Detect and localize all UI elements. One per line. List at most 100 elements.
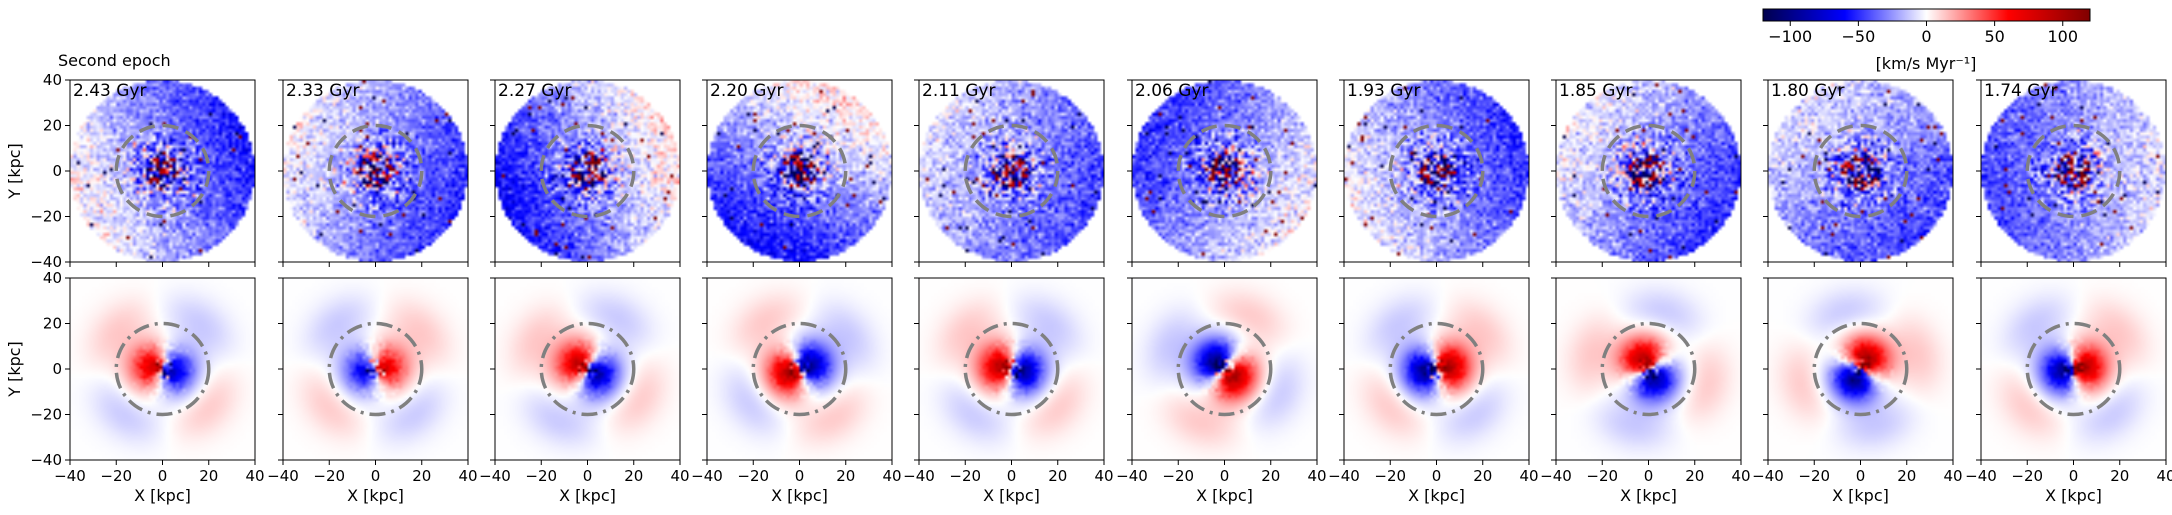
- radius-circle: [1388, 123, 1485, 219]
- panel-top: 2.33 Gyr: [278, 79, 469, 267]
- colorbar-tick-label: 0: [1921, 27, 1931, 46]
- x-tick-label: −20: [1798, 467, 1830, 485]
- radius-circle: [751, 321, 848, 417]
- radius-circle: [963, 321, 1060, 417]
- radius-circle: [327, 123, 424, 219]
- y-tick-label: 40: [43, 269, 62, 287]
- heatmap: [1132, 278, 1317, 460]
- x-tick-label: 0: [1644, 467, 1654, 485]
- x-tick-label: 40: [670, 467, 689, 485]
- x-tick-label: 0: [158, 467, 168, 485]
- colorbar-label: [km/s Myr⁻¹]: [1876, 54, 1977, 73]
- panel-top: 1.93 Gyr: [1339, 79, 1530, 267]
- x-tick-label: −20: [313, 467, 345, 485]
- panel-top: 1.85 Gyr: [1551, 79, 1742, 267]
- time-label: 1.93 Gyr: [1347, 81, 1420, 101]
- x-tick-label: 0: [371, 467, 381, 485]
- x-axis-label: X [kpc]: [1832, 486, 1889, 505]
- x-tick-label: 0: [2069, 467, 2079, 485]
- heatmap: [1344, 80, 1529, 262]
- x-tick-label: −40: [1328, 467, 1360, 485]
- y-tick-label: −40: [30, 451, 62, 469]
- x-tick-label: −40: [1752, 467, 1784, 485]
- heatmap: [70, 80, 255, 262]
- radius-circle: [539, 321, 636, 417]
- x-tick-label: 40: [1519, 467, 1538, 485]
- radius-circle: [963, 123, 1060, 219]
- x-axis-label: X [kpc]: [983, 486, 1040, 505]
- panel-bottom: −40 −20 0 20 40 X [kpc]: [267, 277, 478, 505]
- radius-circle: [2025, 123, 2122, 219]
- x-tick-label: −20: [949, 467, 981, 485]
- time-label: 2.27 Gyr: [498, 81, 571, 101]
- colorbar: −100 −50 0 50 100 [km/s Myr⁻¹]: [1762, 8, 2091, 73]
- heatmap: [495, 278, 680, 460]
- x-tick-label: 40: [1307, 467, 1326, 485]
- x-tick-label: −40: [54, 467, 86, 485]
- heatmap: [1981, 278, 2166, 460]
- panel-bottom: −40 −20 0 20 40 X [kpc]: [1965, 277, 2172, 505]
- panel-bottom: −40 −20 0 20 40 X [kpc]: [691, 277, 902, 505]
- radius-circle: [1600, 123, 1697, 219]
- x-tick-label: −20: [737, 467, 769, 485]
- x-tick-label: 20: [1261, 467, 1280, 485]
- x-tick-label: 20: [1473, 467, 1492, 485]
- x-tick-label: 0: [583, 467, 593, 485]
- panel-top: 2.06 Gyr: [1127, 79, 1318, 267]
- x-tick-label: 20: [2110, 467, 2129, 485]
- x-tick-label: 40: [1094, 467, 1113, 485]
- time-label: 1.74 Gyr: [1984, 81, 2057, 101]
- y-tick-label: −20: [30, 208, 62, 226]
- x-tick-label: −40: [1965, 467, 1997, 485]
- heatmap: [1768, 80, 1953, 262]
- x-axis-label: X [kpc]: [559, 486, 616, 505]
- x-tick-label: −40: [479, 467, 511, 485]
- colorbar-tick-label: −100: [1768, 27, 1812, 46]
- y-tick-label: −40: [30, 253, 62, 271]
- x-tick-label: −40: [691, 467, 723, 485]
- x-tick-label: −20: [2011, 467, 2043, 485]
- x-tick-label: −20: [1586, 467, 1618, 485]
- radius-circle: [1176, 321, 1273, 417]
- heatmap: [919, 278, 1104, 460]
- x-tick-label: −40: [903, 467, 935, 485]
- x-tick-label: 20: [199, 467, 218, 485]
- colorbar-tick-label: 100: [2047, 27, 2078, 46]
- y-axis-label: Y [kpc]: [5, 341, 24, 398]
- x-tick-label: −20: [100, 467, 132, 485]
- radius-circle: [1600, 321, 1697, 417]
- heatmap: [1132, 80, 1317, 262]
- panel-bottom: −40 −20 0 20 40 X [kpc]: [1116, 277, 1327, 505]
- x-axis-label: X [kpc]: [2045, 486, 2102, 505]
- panel-top: −40 −20 0 20 40 2.43 Gyr Y [kpc]: [5, 71, 256, 271]
- panel-top: 2.27 Gyr: [490, 79, 681, 267]
- heatmap: [283, 278, 468, 460]
- x-tick-label: 40: [1943, 467, 1962, 485]
- y-tick-label: 0: [52, 360, 62, 378]
- radius-circle: [1812, 123, 1909, 219]
- x-tick-label: 20: [1685, 467, 1704, 485]
- radius-circle: [539, 123, 636, 219]
- x-tick-label: 40: [882, 467, 901, 485]
- radius-circle: [2025, 321, 2122, 417]
- radius-circle: [1812, 321, 1909, 417]
- x-tick-label: 20: [836, 467, 855, 485]
- x-tick-label: −20: [525, 467, 557, 485]
- x-tick-label: −40: [1540, 467, 1572, 485]
- x-tick-label: 0: [1856, 467, 1866, 485]
- x-tick-label: 0: [1007, 467, 1017, 485]
- time-label: 2.06 Gyr: [1135, 81, 1208, 101]
- time-label: 2.43 Gyr: [73, 81, 146, 101]
- panel-top: 2.11 Gyr: [914, 79, 1105, 267]
- heatmap: [283, 80, 468, 262]
- time-label: 2.11 Gyr: [922, 81, 995, 101]
- heatmap: [1556, 278, 1741, 460]
- radius-circle: [327, 321, 424, 417]
- x-tick-label: −20: [1162, 467, 1194, 485]
- y-tick-label: 0: [52, 162, 62, 180]
- y-tick-label: −20: [30, 406, 62, 424]
- panel-grid: −40 −20 0 20 40 2.43 Gyr Y [kpc] 2.33 Gyr 2.27 G…: [5, 71, 2172, 505]
- x-tick-label: −40: [1116, 467, 1148, 485]
- radius-circle: [114, 123, 211, 219]
- x-tick-label: 40: [245, 467, 264, 485]
